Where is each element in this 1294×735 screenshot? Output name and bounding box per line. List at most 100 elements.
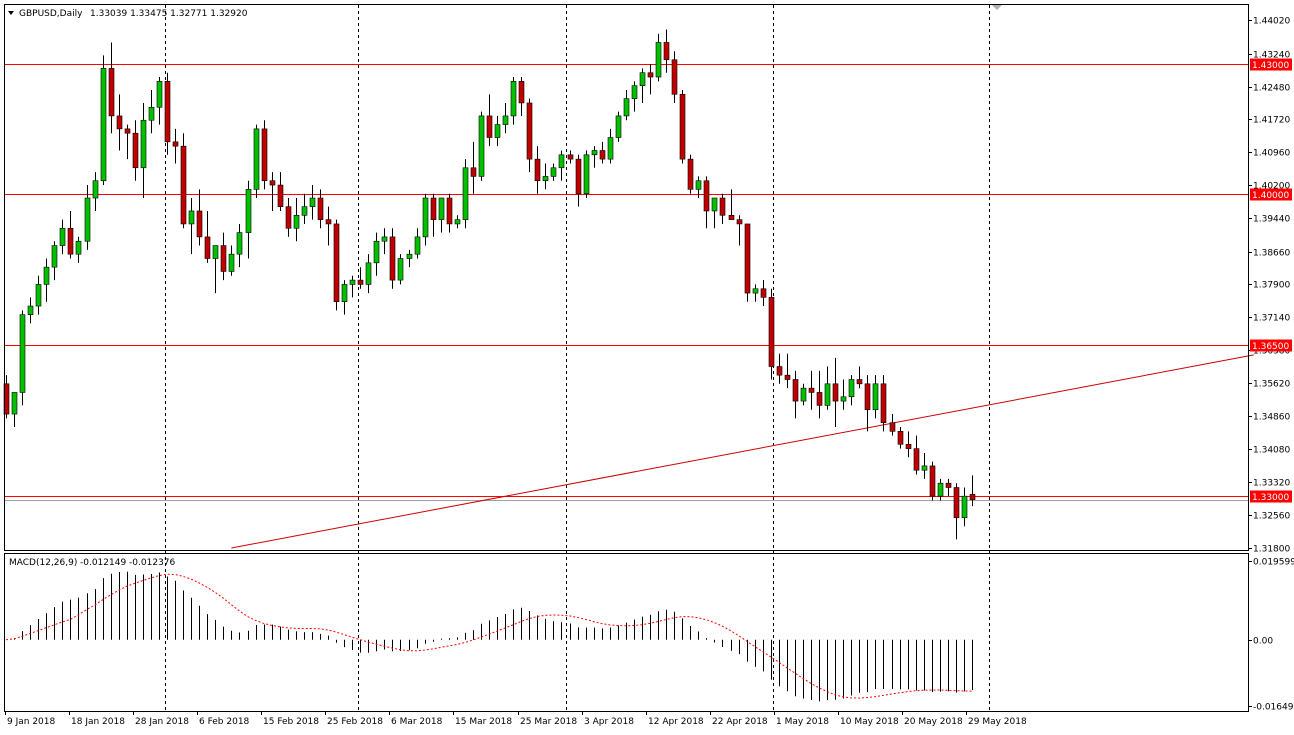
bull-candle	[655, 42, 662, 78]
bear-candle	[768, 297, 775, 367]
price-tick-label: 1.39440	[1253, 215, 1290, 225]
bull-candle	[438, 197, 445, 220]
price-tick-label: 1.42480	[1253, 84, 1290, 94]
bear-candle	[913, 448, 920, 471]
bear-candle	[953, 487, 960, 519]
bull-candle	[35, 284, 42, 307]
time-tick-label: 9 Jan 2018	[7, 717, 55, 727]
bull-candle	[406, 253, 413, 259]
shift-marker-icon[interactable]	[992, 5, 1002, 10]
symbol-dropdown-icon[interactable]	[8, 11, 14, 15]
time-tick-label: 28 Jan 2018	[135, 717, 189, 727]
bear-candle	[905, 444, 912, 449]
bear-candle	[703, 180, 710, 212]
price-tick-label: 1.44020	[1253, 17, 1290, 27]
time-axis: 9 Jan 2018 18 Jan 2018 28 Jan 2018 6 Feb 20…	[5, 711, 1027, 727]
bull-candle	[631, 85, 638, 99]
price-tick-label: 1.31800	[1253, 545, 1290, 555]
bear-candle	[204, 236, 211, 259]
bear-candle	[679, 94, 686, 160]
ohlc-readout: 1.33039 1.33475 1.32771 1.32920	[90, 9, 248, 19]
bear-candle	[687, 158, 694, 190]
bull-candle	[397, 258, 404, 281]
bull-candle	[494, 124, 501, 138]
price-tick-label: 1.41720	[1253, 116, 1290, 126]
bull-candle	[591, 150, 598, 156]
bear-candle	[67, 227, 74, 255]
bull-candle	[800, 387, 807, 402]
bear-candle	[470, 167, 477, 177]
bull-candle	[43, 266, 50, 285]
price-tick-label: 1.33320	[1253, 479, 1290, 489]
bull-candle	[11, 392, 18, 415]
trend-line	[231, 354, 1254, 549]
bull-candle	[188, 210, 195, 225]
bear-candle	[116, 115, 123, 130]
bear-candle	[430, 197, 437, 220]
bull-candle	[454, 219, 461, 225]
bear-candle	[196, 210, 203, 238]
bear-candle	[832, 383, 839, 402]
bear-candle	[897, 431, 904, 445]
bull-candle	[84, 197, 91, 242]
level-tag-label: 1.43000	[1252, 61, 1289, 71]
time-tick-label: 6 Feb 2018	[199, 717, 250, 727]
bull-candle	[848, 379, 855, 398]
time-tick-label: 25 Feb 2018	[327, 717, 383, 727]
bull-candle	[301, 206, 308, 216]
bear-candle	[446, 197, 453, 225]
bear-candle	[880, 383, 887, 423]
bull-candle	[148, 106, 155, 121]
bear-candle	[864, 383, 871, 411]
bear-candle	[575, 158, 582, 194]
time-tick-label: 15 Feb 2018	[263, 717, 319, 727]
price-tick-label: 1.32560	[1253, 512, 1290, 522]
price-tick-label: 1.40960	[1253, 149, 1290, 159]
bear-candle	[856, 379, 863, 385]
bear-candle	[567, 154, 574, 160]
bear-candle	[744, 223, 751, 294]
macd-signal-line	[5, 573, 973, 699]
price-tick-label: 1.35620	[1253, 380, 1290, 390]
bull-candle	[542, 176, 549, 182]
bull-candle	[510, 81, 517, 117]
bull-candle	[19, 314, 26, 393]
bear-candle	[534, 158, 541, 182]
price-tick-label: 1.34860	[1253, 413, 1290, 423]
bull-candle	[309, 197, 316, 207]
macd-tick-label: -0.016491	[1253, 703, 1294, 713]
bear-candle	[317, 197, 324, 220]
level-tags: 1.43000 1.40000 1.36500 1.33000	[1250, 58, 1292, 503]
bull-candle	[422, 197, 429, 238]
bear-candle	[269, 180, 276, 186]
bear-candle	[929, 465, 936, 497]
macd-tick-label: 0.00	[1253, 637, 1273, 647]
bull-candle	[623, 98, 630, 117]
macd-tick-label: 0.019599	[1253, 558, 1294, 568]
bull-candle	[228, 253, 235, 272]
bull-candle	[27, 305, 34, 315]
bull-candle	[349, 279, 356, 285]
bear-candle	[357, 279, 364, 285]
bear-candle	[526, 102, 533, 160]
bear-candle	[647, 72, 654, 78]
bear-candle	[261, 128, 268, 182]
bull-candle	[51, 245, 58, 268]
macd-values: -0.012149 -0.012376	[80, 558, 176, 568]
bull-candle	[245, 189, 252, 233]
bear-candle	[277, 184, 284, 207]
bull-candle	[695, 180, 702, 190]
bear-candle	[663, 42, 670, 61]
time-tick-label: 15 Mar 2018	[455, 717, 512, 727]
bull-candle	[75, 240, 82, 255]
bear-candle	[969, 494, 976, 500]
price-levels	[5, 64, 1248, 501]
bear-candle	[728, 214, 735, 220]
time-tick-label: 22 Apr 2018	[712, 717, 768, 727]
price-tick-label: 1.38660	[1253, 249, 1290, 259]
bear-candle	[164, 81, 171, 143]
bear-candle	[760, 288, 767, 298]
bull-candle	[373, 240, 380, 264]
bull-candle	[550, 167, 557, 177]
